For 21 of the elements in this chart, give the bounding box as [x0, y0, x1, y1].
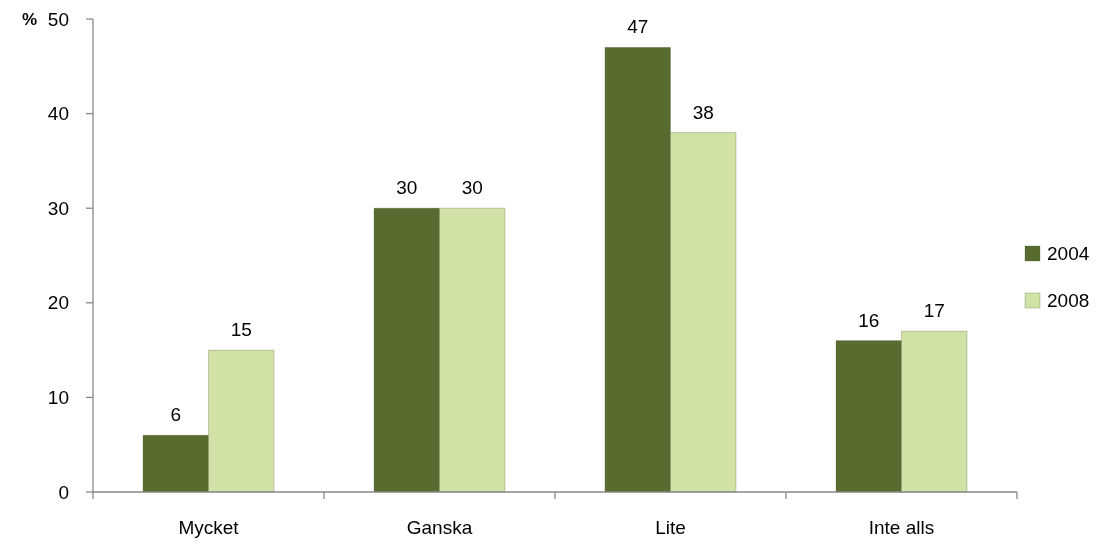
x-tick-label: Mycket — [178, 517, 240, 538]
x-tick-label: Ganska — [406, 517, 473, 538]
data-label: 30 — [461, 177, 483, 199]
data-label: 47 — [627, 16, 649, 38]
y-tick-label: 10 — [47, 387, 69, 409]
x-tick-label: Inte alls — [868, 517, 935, 538]
y-axis-title: % — [21, 9, 37, 29]
y-tick-label: 0 — [58, 481, 69, 503]
data-label: 6 — [170, 404, 182, 426]
data-label: 38 — [692, 101, 714, 123]
data-label: 15 — [230, 319, 252, 341]
data-label: 17 — [923, 300, 945, 322]
legend-label: 2008 — [1047, 290, 1090, 312]
x-tick-label: Lite — [655, 517, 686, 538]
y-tick-label: 50 — [47, 8, 69, 30]
legend-label: 2004 — [1047, 243, 1090, 265]
y-tick-label: 20 — [47, 292, 69, 314]
data-label: 16 — [858, 309, 880, 331]
y-tick-label: 40 — [47, 103, 69, 125]
y-tick-label: 30 — [47, 197, 69, 219]
data-label: 30 — [396, 177, 418, 199]
